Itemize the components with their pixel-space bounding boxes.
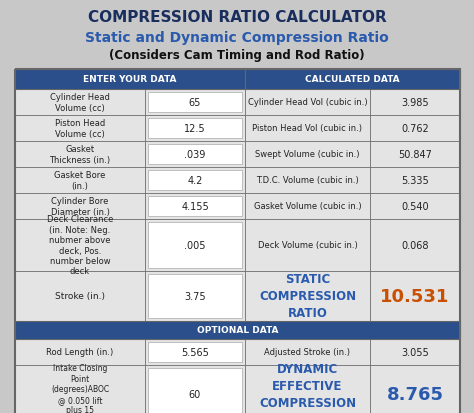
Text: Intake Closing
Point
(degrees)ABOC
@ 0.050 lift
plus 15
degrees: Intake Closing Point (degrees)ABOC @ 0.0… — [51, 363, 109, 413]
Text: Piston Head
Volume (cc): Piston Head Volume (cc) — [55, 119, 105, 138]
Bar — [245, 168, 370, 194]
Bar — [15, 271, 145, 321]
Text: 60: 60 — [189, 389, 201, 399]
Text: 65: 65 — [189, 98, 201, 108]
Bar — [15, 142, 145, 168]
Bar — [145, 365, 245, 413]
Text: DYNAMIC
EFFECTIVE
COMPRESSION
RATIO: DYNAMIC EFFECTIVE COMPRESSION RATIO — [259, 362, 356, 413]
Bar — [370, 194, 460, 219]
Bar — [370, 271, 460, 321]
Text: Cylinder Head
Volume (cc): Cylinder Head Volume (cc) — [50, 93, 110, 112]
Bar — [370, 116, 460, 142]
Bar — [370, 219, 460, 271]
Text: 3.75: 3.75 — [184, 291, 206, 301]
Text: Static and Dynamic Compression Ratio: Static and Dynamic Compression Ratio — [85, 31, 389, 45]
Text: 5.565: 5.565 — [181, 347, 209, 357]
Text: CALCULATED DATA: CALCULATED DATA — [305, 75, 400, 84]
Bar — [148, 368, 242, 413]
Bar — [145, 339, 245, 365]
Bar — [245, 194, 370, 219]
Text: 4.155: 4.155 — [181, 202, 209, 211]
Bar — [148, 342, 242, 362]
Bar — [145, 271, 245, 321]
Bar — [245, 365, 370, 413]
Bar — [148, 145, 242, 165]
Bar — [148, 197, 242, 216]
Bar — [15, 219, 145, 271]
Bar — [245, 219, 370, 271]
Bar — [370, 339, 460, 365]
Bar — [370, 90, 460, 116]
Text: 3.055: 3.055 — [401, 347, 429, 357]
Bar — [148, 93, 242, 113]
Text: 0.762: 0.762 — [401, 124, 429, 134]
Bar — [15, 70, 460, 413]
Text: Gasket Bore
(in.): Gasket Bore (in.) — [55, 171, 106, 190]
Text: 4.2: 4.2 — [187, 176, 203, 185]
Bar — [370, 365, 460, 413]
Bar — [245, 116, 370, 142]
Bar — [370, 168, 460, 194]
Text: Stroke (in.): Stroke (in.) — [55, 292, 105, 301]
Text: Cylinder Bore
Diameter (in.): Cylinder Bore Diameter (in.) — [51, 197, 109, 216]
Text: Cylinder Head Vol (cubic in.): Cylinder Head Vol (cubic in.) — [248, 98, 367, 107]
Bar — [148, 119, 242, 139]
Bar — [245, 90, 370, 116]
Text: Rod Length (in.): Rod Length (in.) — [46, 348, 114, 357]
Bar — [15, 339, 145, 365]
Text: Deck Volume (cubic in.): Deck Volume (cubic in.) — [258, 241, 357, 250]
Bar — [15, 321, 460, 339]
Text: (Considers Cam Timing and Rod Ratio): (Considers Cam Timing and Rod Ratio) — [109, 50, 365, 62]
Bar — [245, 142, 370, 168]
Text: 8.765: 8.765 — [386, 385, 444, 403]
Text: 3.985: 3.985 — [401, 98, 429, 108]
Text: 0.068: 0.068 — [401, 240, 429, 250]
Bar — [15, 194, 145, 219]
Bar — [148, 223, 242, 268]
Bar — [145, 90, 245, 116]
Bar — [15, 116, 145, 142]
Bar — [15, 90, 145, 116]
Bar — [148, 274, 242, 318]
Bar — [370, 142, 460, 168]
Bar — [15, 365, 145, 413]
Bar — [148, 171, 242, 190]
Bar — [245, 271, 370, 321]
Bar — [145, 116, 245, 142]
Text: 50.847: 50.847 — [398, 150, 432, 159]
Bar — [15, 70, 245, 90]
Text: 12.5: 12.5 — [184, 124, 206, 134]
Bar — [145, 142, 245, 168]
Text: Deck Clearance
(in. Note: Neg.
nubmer above
deck, Pos.
number below
deck: Deck Clearance (in. Note: Neg. nubmer ab… — [47, 215, 113, 276]
Bar — [145, 168, 245, 194]
Text: STATIC
COMPRESSION
RATIO: STATIC COMPRESSION RATIO — [259, 273, 356, 320]
Text: Adjusted Stroke (in.): Adjusted Stroke (in.) — [264, 348, 350, 357]
Bar — [145, 219, 245, 271]
Text: 10.531: 10.531 — [380, 287, 450, 305]
Text: T.D.C. Volume (cubic in.): T.D.C. Volume (cubic in.) — [256, 176, 359, 185]
Text: Gasket
Thickness (in.): Gasket Thickness (in.) — [49, 145, 110, 164]
Text: Gasket Volume (cubic in.): Gasket Volume (cubic in.) — [254, 202, 361, 211]
Text: 5.335: 5.335 — [401, 176, 429, 185]
Text: COMPRESSION RATIO CALCULATOR: COMPRESSION RATIO CALCULATOR — [88, 10, 386, 26]
Text: .005: .005 — [184, 240, 206, 250]
Text: .039: .039 — [184, 150, 206, 159]
Text: OPTIONAL DATA: OPTIONAL DATA — [197, 326, 278, 335]
Text: Piston Head Vol (cubic in.): Piston Head Vol (cubic in.) — [253, 124, 363, 133]
Text: ENTER YOUR DATA: ENTER YOUR DATA — [83, 75, 177, 84]
Text: 0.540: 0.540 — [401, 202, 429, 211]
Text: Swept Volume (cubic in.): Swept Volume (cubic in.) — [255, 150, 360, 159]
Bar — [245, 70, 460, 90]
Bar — [145, 194, 245, 219]
Bar — [245, 339, 370, 365]
Bar — [15, 168, 145, 194]
